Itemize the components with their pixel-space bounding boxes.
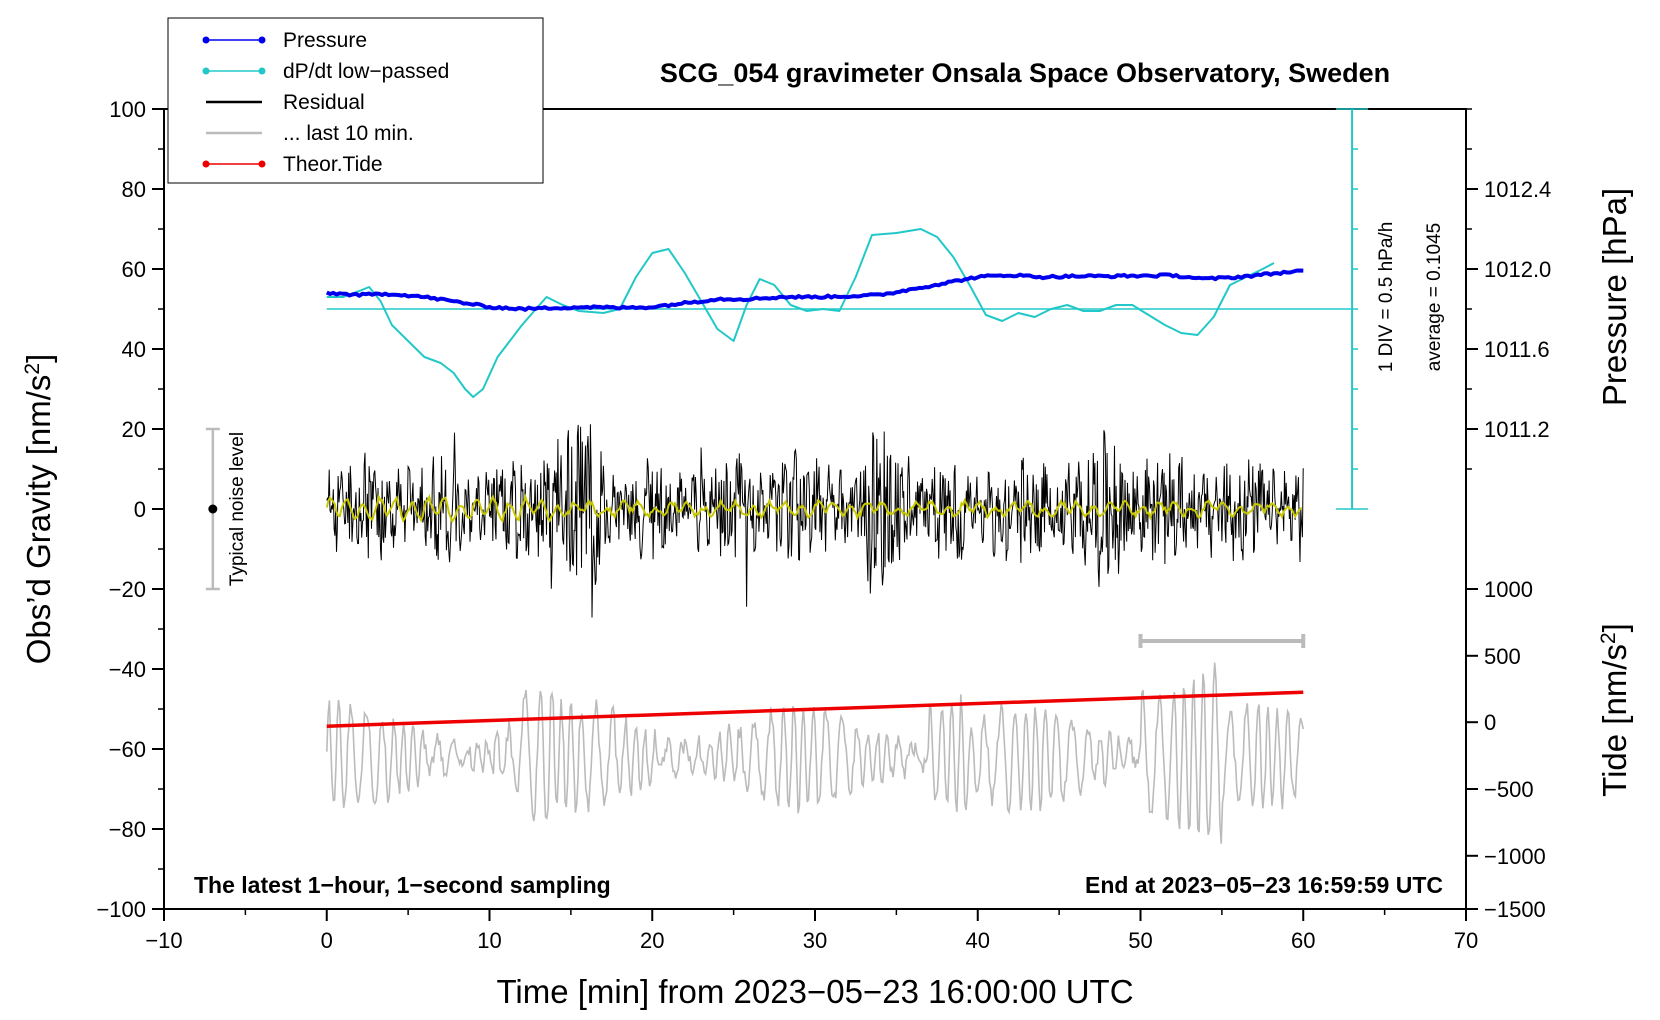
noise-level-indicator: [205, 427, 220, 591]
pressure-tick-label: 1012.4: [1484, 177, 1551, 202]
last-10-min-line: [326, 662, 1304, 844]
tide-axis-title-sup: 2: [1597, 632, 1620, 644]
x-tick-label: 10: [477, 928, 501, 953]
legend-box: [167, 17, 544, 184]
legend-label: Residual: [283, 91, 365, 114]
legend-label: Pressure: [283, 29, 367, 52]
tide-tick-label: −500: [1484, 777, 1534, 802]
noise-center-dot: [208, 504, 218, 514]
pressure-tick-label: 1011.2: [1484, 417, 1550, 442]
legend-swatch-dot: [258, 67, 266, 75]
y-tick-label: −100: [96, 897, 146, 922]
sampling-note: The latest 1−hour, 1−second sampling: [194, 872, 611, 898]
last-10-min-series: [326, 662, 1304, 844]
y-tick-label: 60: [122, 257, 146, 282]
y-axis-title-left: Obs’d Gravity [nm/s2]: [20, 354, 57, 665]
y-tick-label: −20: [109, 577, 146, 602]
legend-swatch-dot: [258, 36, 266, 44]
residual-smoothed-series: [325, 492, 1303, 524]
theor-tide-series: [326, 690, 1304, 728]
x-tick-label: 20: [640, 928, 664, 953]
tide-tick-label: 0: [1484, 710, 1496, 735]
last-10-min-range-bar: [1138, 634, 1306, 648]
residual-line: [326, 424, 1304, 618]
tide-axis-title: Tide [nm/s2]: [1596, 623, 1633, 797]
tide-tick-label: −1000: [1484, 844, 1546, 869]
tide-axis-title-base: Tide [nm/s: [1596, 644, 1633, 797]
legend-label: dP/dt low−passed: [283, 60, 449, 83]
residual-smoothed-line: [325, 492, 1303, 524]
x-tick-label: 60: [1291, 928, 1315, 953]
pressure-line: [325, 268, 1304, 312]
pressure-tick-label: 1011.6: [1484, 337, 1550, 362]
noise-level-label: Typical noise level: [227, 432, 248, 586]
end-time-note: End at 2023−05−23 16:59:59 UTC: [1085, 872, 1443, 898]
x-axis-title: Time [min] from 2023−05−23 16:00:00 UTC: [496, 973, 1133, 1010]
tide-tick-label: 500: [1484, 644, 1521, 669]
y-tick-label: 80: [122, 177, 146, 202]
pressure-series: [325, 268, 1304, 312]
residual-series: [326, 424, 1304, 618]
x-tick-label: 50: [1128, 928, 1152, 953]
y-axis-title-left-close: ]: [20, 354, 57, 363]
y-tick-label: −40: [109, 657, 146, 682]
y-axis-ticks: −100 −80 −60 −40 −20 0 20 40 60 80 100: [96, 97, 164, 922]
div-scale-label: 1 DIV = 0.5 hPa/h: [1376, 222, 1397, 373]
x-axis-ticks: −10 0 10 20 30 40 50 60 70: [145, 909, 1478, 953]
legend-swatch-dot: [258, 160, 266, 168]
dpdt-scale-bar: [1336, 108, 1369, 510]
tide-line: [326, 690, 1304, 728]
legend-swatch-dot: [202, 36, 210, 44]
y-tick-label: −60: [109, 737, 146, 762]
y-tick-label: −80: [109, 817, 146, 842]
dpdt-line: [326, 228, 1275, 398]
y-axis-title-left-base: Obs’d Gravity [nm/s: [20, 375, 57, 665]
x-tick-label: 0: [321, 928, 333, 953]
y-axis-title-left-sup: 2: [21, 363, 44, 375]
y-tick-label: 100: [109, 97, 146, 122]
x-tick-label: 40: [966, 928, 990, 953]
y-tick-label: 20: [122, 417, 146, 442]
tide-tick-label: 1000: [1484, 577, 1533, 602]
y-tick-label: 0: [134, 497, 146, 522]
legend: Pressure dP/dt low−passed Residual ... last…: [167, 17, 544, 184]
x-tick-label: 70: [1454, 928, 1478, 953]
pressure-axis-title: Pressure [hPa]: [1596, 188, 1633, 406]
chart-title: SCG_054 gravimeter Onsala Space Observat…: [660, 58, 1390, 88]
x-tick-label: 30: [803, 928, 827, 953]
tide-tick-label: −1500: [1484, 897, 1546, 922]
legend-label: ... last 10 min.: [283, 122, 414, 145]
pressure-axis-ticks: 1011.2 1011.6 1012.0 1012.4: [1466, 108, 1551, 470]
legend-label: Theor.Tide: [283, 153, 383, 176]
x-tick-label: −10: [145, 928, 182, 953]
y-tick-label: 40: [122, 337, 146, 362]
average-label: average = 0.1045: [1424, 223, 1445, 371]
tide-axis-title-close: ]: [1596, 623, 1633, 632]
pressure-tick-label: 1012.0: [1484, 257, 1551, 282]
legend-swatch-dot: [202, 160, 210, 168]
legend-swatch-dot: [202, 67, 210, 75]
dpdt-series: [326, 228, 1353, 398]
tide-axis-ticks: 1000 500 0 −500 −1000 −1500: [1466, 577, 1546, 922]
